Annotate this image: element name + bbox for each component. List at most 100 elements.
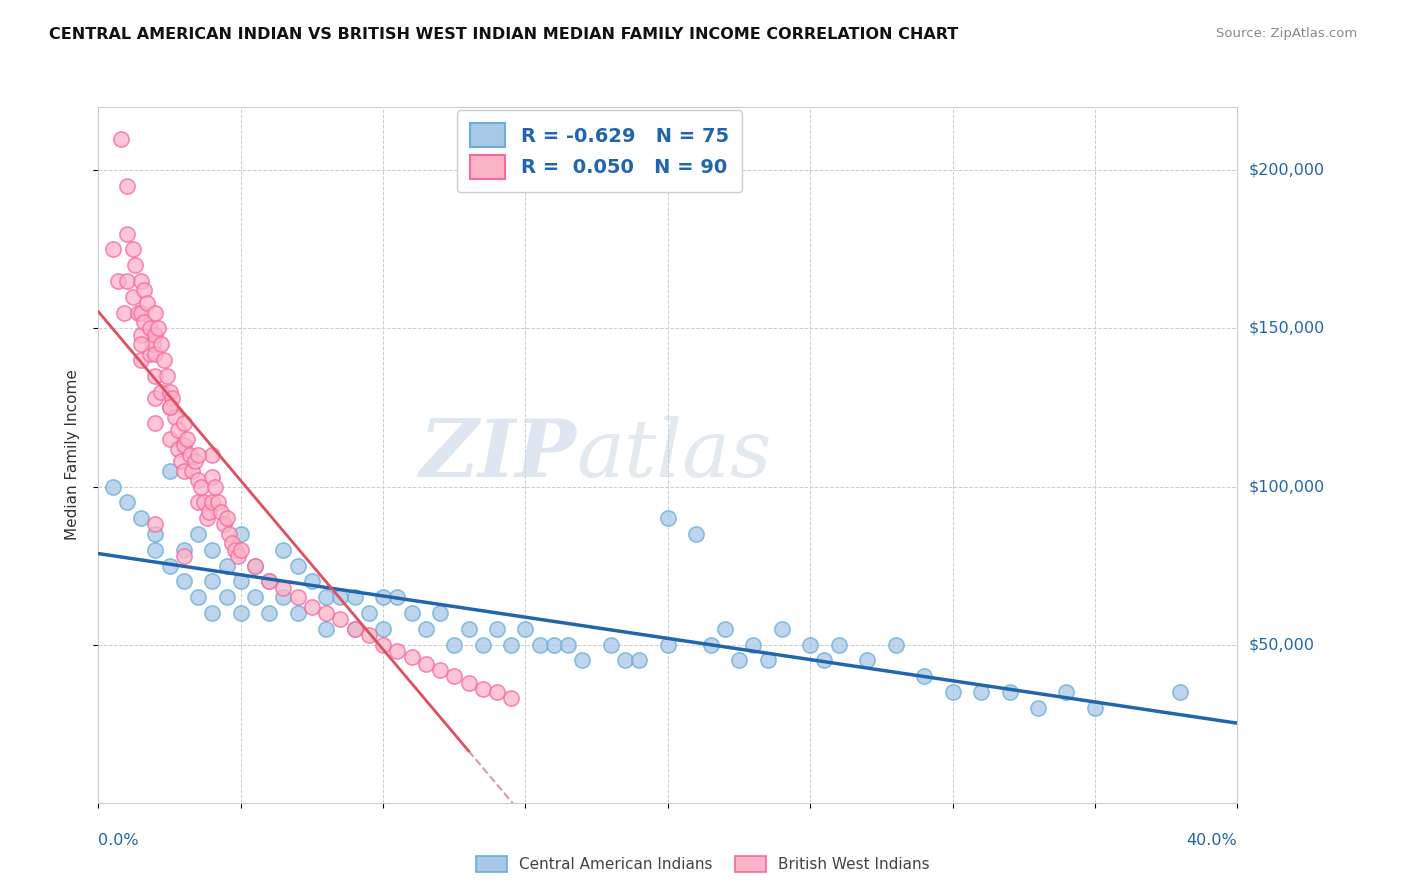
Point: [165, 409, 187, 424]
Point: [415, 622, 437, 636]
Point: [657, 638, 679, 652]
Point: [110, 131, 132, 145]
Point: [173, 417, 195, 431]
Point: [145, 368, 167, 383]
Text: 0.0%: 0.0%: [98, 833, 139, 848]
Point: [215, 591, 238, 605]
Point: [207, 495, 229, 509]
Point: [443, 638, 465, 652]
Point: [287, 606, 309, 620]
Point: [373, 622, 395, 636]
Point: [229, 542, 252, 557]
Point: [170, 454, 193, 468]
Point: [600, 638, 623, 652]
Text: Source: ZipAtlas.com: Source: ZipAtlas.com: [1216, 27, 1357, 40]
Point: [129, 305, 152, 319]
Point: [714, 622, 737, 636]
Point: [145, 517, 167, 532]
Point: [184, 454, 207, 468]
Point: [173, 574, 195, 589]
Point: [187, 495, 209, 509]
Point: [856, 653, 879, 667]
Point: [387, 644, 409, 658]
Point: [193, 495, 215, 509]
Point: [742, 638, 765, 652]
Point: [121, 243, 143, 257]
Point: [107, 274, 129, 288]
Point: [115, 227, 138, 241]
Point: [457, 622, 479, 636]
Point: [471, 638, 494, 652]
Point: [884, 638, 907, 652]
Point: [243, 558, 266, 573]
Point: [1084, 701, 1107, 715]
Point: [571, 653, 593, 667]
Point: [181, 464, 204, 478]
Point: [1026, 701, 1049, 715]
Point: [259, 574, 281, 589]
Point: [343, 622, 366, 636]
Point: [212, 517, 235, 532]
Point: [167, 423, 190, 437]
Point: [699, 638, 721, 652]
Point: [179, 448, 201, 462]
Point: [201, 448, 224, 462]
Point: [415, 657, 437, 671]
Point: [429, 663, 451, 677]
Point: [243, 558, 266, 573]
Point: [970, 685, 993, 699]
Point: [187, 448, 209, 462]
Point: [457, 675, 479, 690]
Point: [229, 574, 252, 589]
Text: atlas: atlas: [576, 417, 772, 493]
Point: [159, 432, 181, 446]
Point: [132, 284, 155, 298]
Point: [145, 542, 167, 557]
Point: [153, 353, 176, 368]
Point: [315, 622, 337, 636]
Point: [329, 591, 352, 605]
Point: [101, 479, 124, 493]
Y-axis label: Median Family Income: Median Family Income: [65, 369, 80, 541]
Point: [112, 305, 135, 319]
Point: [176, 432, 198, 446]
Point: [138, 321, 160, 335]
Point: [301, 599, 323, 614]
Legend: Central American Indians, British West Indians: Central American Indians, British West I…: [468, 848, 938, 880]
Point: [221, 536, 243, 550]
Point: [529, 638, 551, 652]
Point: [129, 353, 152, 368]
Point: [1056, 685, 1078, 699]
Point: [287, 591, 309, 605]
Point: [501, 638, 523, 652]
Point: [1170, 685, 1192, 699]
Point: [226, 549, 249, 563]
Point: [132, 315, 155, 329]
Point: [243, 591, 266, 605]
Point: [167, 442, 190, 456]
Point: [685, 527, 707, 541]
Point: [942, 685, 965, 699]
Point: [315, 591, 337, 605]
Point: [145, 391, 167, 405]
Point: [148, 321, 170, 335]
Point: [215, 558, 238, 573]
Point: [187, 591, 209, 605]
Point: [315, 606, 337, 620]
Point: [145, 327, 167, 342]
Point: [101, 243, 124, 257]
Point: [501, 691, 523, 706]
Point: [828, 638, 851, 652]
Point: [218, 527, 240, 541]
Point: [124, 258, 146, 272]
Point: [201, 495, 224, 509]
Point: [912, 669, 935, 683]
Point: [159, 401, 181, 415]
Point: [173, 438, 195, 452]
Point: [373, 638, 395, 652]
Point: [357, 606, 380, 620]
Point: [756, 653, 779, 667]
Point: [129, 337, 152, 351]
Point: [657, 511, 679, 525]
Point: [201, 470, 224, 484]
